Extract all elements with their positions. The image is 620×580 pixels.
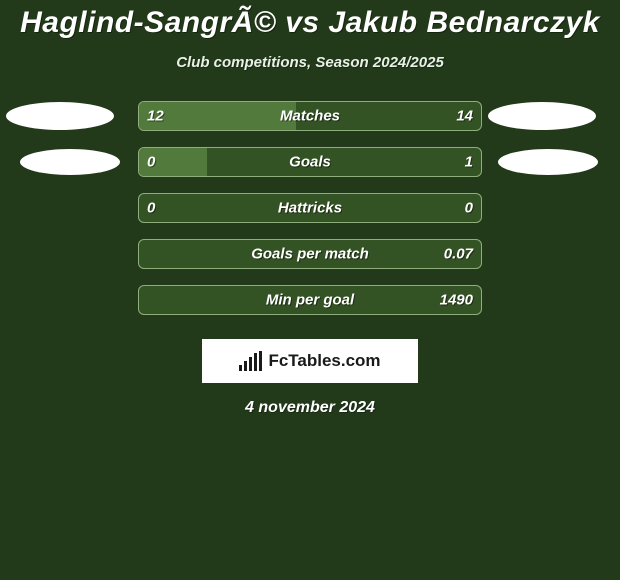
- stat-label: Hattricks: [278, 200, 342, 217]
- stat-right-value: 0.07: [444, 246, 473, 263]
- stat-label: Min per goal: [266, 292, 354, 309]
- subtitle: Club competitions, Season 2024/2025: [0, 54, 620, 71]
- stat-bar-track: Matches 12 14: [138, 101, 482, 131]
- stat-row: Hattricks 0 0: [0, 193, 620, 223]
- player-left-ellipse: [6, 102, 114, 130]
- stat-left-value: 0: [147, 154, 155, 171]
- stat-right-value: 1490: [440, 292, 473, 309]
- stat-right-value: 14: [456, 108, 473, 125]
- stat-left-value: 0: [147, 200, 155, 217]
- stat-label: Goals: [289, 154, 331, 171]
- stat-bar-track: Goals per match 0.07: [138, 239, 482, 269]
- stat-row: Matches 12 14: [0, 101, 620, 131]
- comparison-card: Haglind-SangrÃ© vs Jakub Bednarczyk Club…: [0, 0, 620, 580]
- stat-label: Matches: [280, 108, 340, 125]
- stat-bar-track: Goals 0 1: [138, 147, 482, 177]
- stat-row: Goals per match 0.07: [0, 239, 620, 269]
- stat-left-value: 12: [147, 108, 164, 125]
- stat-right-value: 0: [465, 200, 473, 217]
- logo-text: FcTables.com: [268, 351, 380, 371]
- stats-rows: Matches 12 14 Goals 0 1 Hattricks 0 0 Goals per m…: [0, 101, 620, 315]
- page-title: Haglind-SangrÃ© vs Jakub Bednarczyk: [0, 6, 620, 40]
- stat-row: Goals 0 1: [0, 147, 620, 177]
- fctables-logo: FcTables.com: [202, 339, 418, 383]
- stat-bar-track: Min per goal 1490: [138, 285, 482, 315]
- player-right-ellipse: [498, 149, 598, 175]
- stat-right-value: 1: [465, 154, 473, 171]
- stat-row: Min per goal 1490: [0, 285, 620, 315]
- logo-bars-icon: [239, 351, 262, 371]
- date-label: 4 november 2024: [0, 399, 620, 417]
- stat-label: Goals per match: [251, 246, 369, 263]
- stat-bar-track: Hattricks 0 0: [138, 193, 482, 223]
- player-right-ellipse: [488, 102, 596, 130]
- player-left-ellipse: [20, 149, 120, 175]
